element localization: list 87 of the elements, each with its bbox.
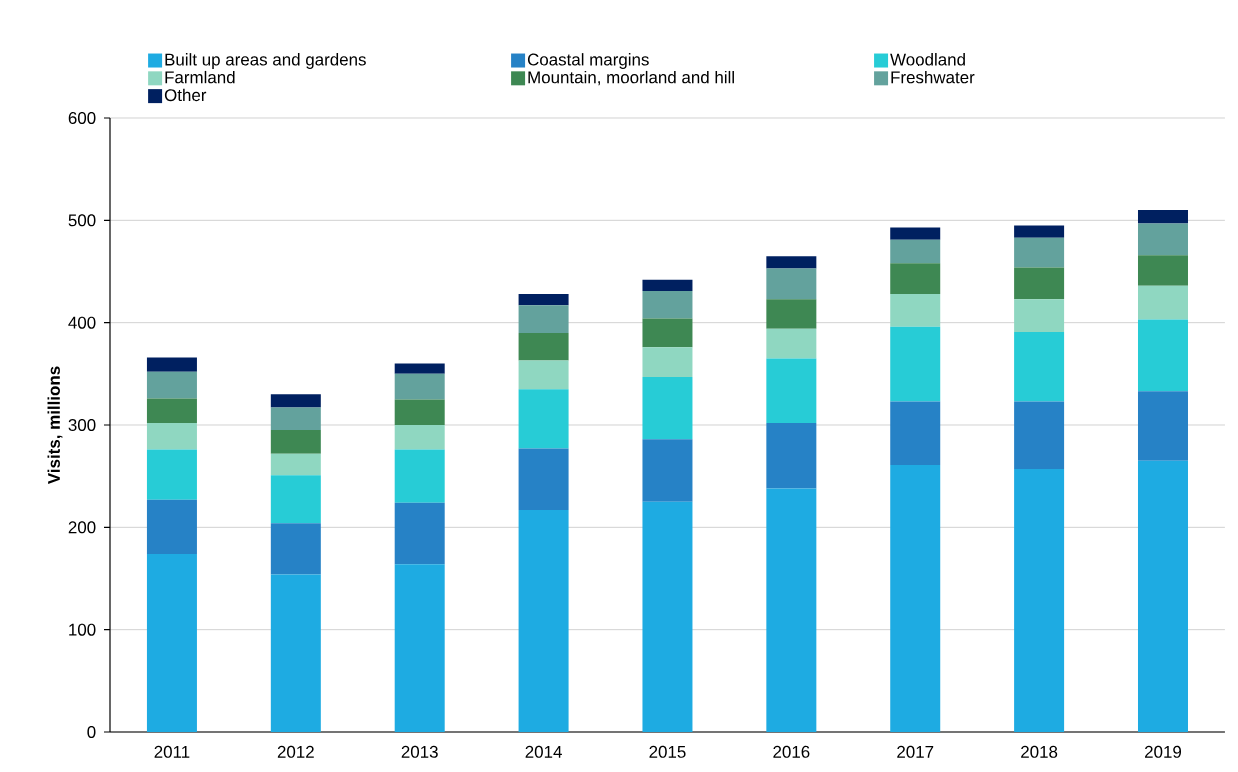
x-tick-label: 2018	[1021, 745, 1058, 758]
legend-label: Mountain, moorland and hill	[528, 70, 734, 86]
bar	[642, 290, 693, 319]
bar	[1137, 285, 1188, 320]
bar	[270, 430, 321, 454]
x-tick-label: 2017	[897, 745, 934, 758]
bar	[642, 279, 693, 291]
bar	[518, 389, 569, 449]
bar	[766, 256, 817, 269]
bar	[642, 376, 693, 440]
bar	[1014, 469, 1065, 732]
x-tick-label: 2014	[525, 745, 562, 758]
bar	[146, 422, 197, 450]
bar	[1014, 225, 1065, 238]
bar	[642, 439, 693, 502]
bar	[766, 422, 817, 489]
bar	[766, 488, 817, 732]
bar	[394, 502, 445, 565]
bar	[766, 328, 817, 359]
bar	[1014, 331, 1065, 402]
bar	[642, 318, 693, 348]
bar	[394, 564, 445, 732]
bar	[890, 227, 941, 240]
bar	[518, 305, 569, 333]
bar	[270, 453, 321, 476]
bar	[394, 373, 445, 400]
bar	[394, 363, 445, 374]
bar	[518, 448, 569, 510]
bar	[1137, 210, 1188, 224]
y-tick-label: 400	[68, 316, 96, 329]
bar	[890, 464, 941, 732]
x-tick-label: 2015	[649, 745, 686, 758]
legend-label: Built up areas and gardens	[165, 53, 366, 69]
bar	[518, 360, 569, 390]
legend-label: Freshwater	[891, 70, 975, 84]
bar	[642, 501, 693, 732]
x-tick-label: 2013	[401, 745, 438, 758]
bar	[890, 326, 941, 402]
x-tick-label: 2019	[1145, 745, 1182, 758]
bar	[270, 574, 321, 732]
bar	[394, 425, 445, 450]
x-tick-label: 2012	[277, 745, 314, 758]
bar	[1014, 267, 1065, 300]
legend-label: Farmland	[165, 70, 235, 84]
x-tick-label: 2011	[154, 745, 190, 758]
y-tick-label: 600	[68, 112, 96, 124]
bar	[766, 268, 817, 300]
bar	[1137, 460, 1188, 732]
bar	[518, 509, 569, 732]
bar	[890, 263, 941, 295]
y-tick-label: 500	[68, 214, 96, 227]
bar	[642, 347, 693, 377]
bar	[146, 553, 197, 732]
bar	[394, 449, 445, 503]
y-tick-label: 100	[69, 623, 96, 636]
bar	[890, 401, 941, 465]
bar	[1014, 237, 1065, 268]
y-tick-label: 200	[68, 521, 96, 534]
bar	[146, 371, 197, 399]
bar	[270, 523, 321, 575]
bar	[766, 358, 817, 423]
legend-label: Woodland	[890, 53, 965, 66]
bar	[890, 294, 941, 327]
bar	[518, 294, 569, 306]
bar	[1137, 223, 1188, 256]
bar	[1014, 299, 1065, 332]
legend-label: Other	[164, 88, 207, 102]
bar	[146, 398, 197, 423]
bar	[146, 357, 197, 372]
bar	[270, 407, 321, 431]
y-axis-title: Visits, millions	[47, 366, 63, 485]
bar	[146, 499, 197, 554]
bar	[766, 299, 817, 329]
y-tick-label: 300	[68, 419, 96, 431]
bar	[146, 449, 197, 500]
x-tick-label: 2016	[773, 745, 810, 758]
bar	[1137, 391, 1188, 461]
bar	[1137, 319, 1188, 392]
bar	[890, 239, 941, 264]
bar	[1137, 255, 1188, 286]
bar	[270, 475, 321, 524]
y-tick-label: 0	[87, 726, 96, 738]
bar	[394, 399, 445, 425]
bar	[270, 394, 321, 408]
legend-label: Coastal margins	[527, 53, 649, 69]
bar	[1014, 401, 1065, 469]
bar	[518, 332, 569, 361]
